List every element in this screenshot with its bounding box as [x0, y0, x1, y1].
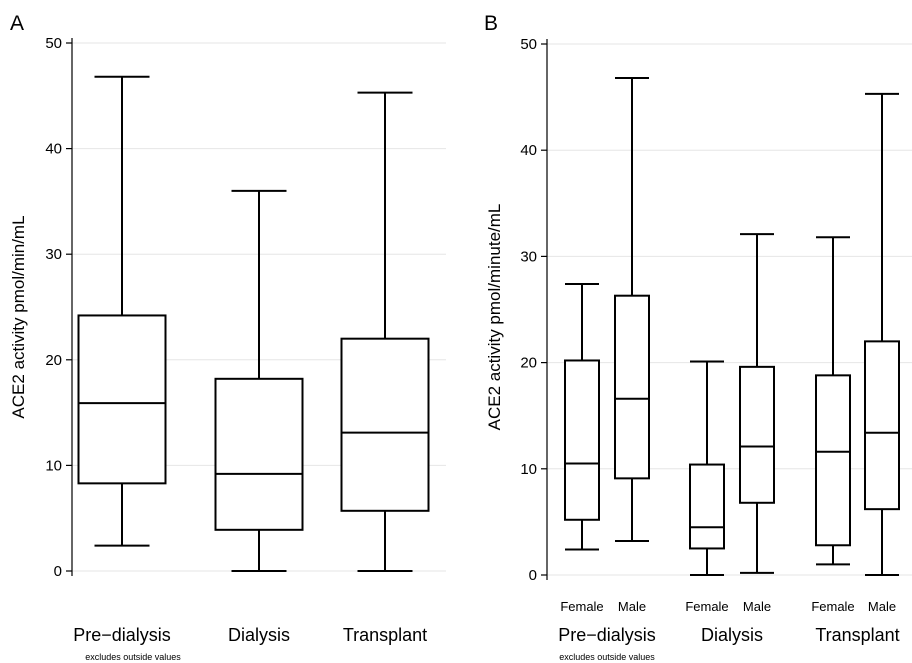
panel-a-y-tick-label: 40: [45, 141, 62, 158]
panel-b-y-tick-label: 20: [520, 355, 537, 372]
panel-b-sub-label: Female: [685, 599, 728, 614]
panel-a-y-tick-label: 30: [45, 246, 62, 263]
panel-b-sub-label: Female: [560, 599, 603, 614]
panel-b-note: excludes outside values: [559, 652, 655, 662]
panel-b-box-1-1: [739, 233, 775, 574]
panel-b-sub-label: Female: [811, 599, 854, 614]
panel-a-note: excludes outside values: [85, 652, 181, 662]
panel-b-box-2-0: [815, 236, 851, 566]
panel-b-group-label: Pre−dialysis: [558, 625, 656, 645]
iqr-box: [214, 377, 304, 531]
panel-b-y-tick-label: 40: [520, 142, 537, 159]
panel-a-group-label: Dialysis: [228, 625, 290, 645]
panel-b-y-tick-label: 30: [520, 248, 537, 265]
panel-b-y-tick-label: 0: [529, 567, 537, 584]
panel-b-label: B: [484, 12, 498, 35]
iqr-box: [614, 294, 650, 480]
panel-b-box-0-1: [614, 76, 650, 543]
panel-a-y-tick-label: 0: [54, 563, 62, 580]
panel-a-box-2-0: [340, 91, 430, 572]
iqr-box: [77, 314, 167, 485]
panel-a-y-tick-label: 10: [45, 457, 62, 474]
panel-b: B ACE2 activity pmol/minute/mL excludes …: [484, 12, 912, 662]
panel-b-box-2-1: [864, 92, 900, 576]
panel-a-y-axis-label: ACE2 activity pmol/min/mL: [9, 215, 28, 418]
iqr-box: [689, 463, 725, 550]
panel-b-box-1-0: [689, 360, 725, 576]
panel-b-sub-label: Male: [743, 599, 771, 614]
panel-a: A ACE2 activity pmol/min/mL excludes out…: [9, 12, 446, 662]
iqr-box: [739, 365, 775, 504]
panel-a-group-label: Transplant: [343, 625, 427, 645]
panel-a-label: A: [10, 12, 24, 35]
panel-b-sub-label: Male: [868, 599, 896, 614]
panel-a-group-label: Pre−dialysis: [73, 625, 171, 645]
panel-a-y-tick-label: 20: [45, 352, 62, 369]
iqr-box: [340, 337, 430, 512]
panel-b-y-tick-label: 10: [520, 461, 537, 478]
panel-a-box-1-0: [214, 189, 304, 572]
panel-b-y-axis-label: ACE2 activity pmol/minute/mL: [485, 204, 504, 431]
panel-a-box-0-0: [77, 75, 167, 547]
iqr-box: [864, 340, 900, 511]
iqr-box: [815, 374, 851, 547]
panel-b-group-label: Dialysis: [701, 625, 763, 645]
panel-b-group-label: Transplant: [815, 625, 899, 645]
panel-b-box-0-0: [564, 283, 600, 551]
panel-b-sub-label: Male: [618, 599, 646, 614]
panel-b-y-tick-label: 50: [520, 36, 537, 53]
panel-a-y-tick-label: 50: [45, 35, 62, 52]
iqr-box: [564, 359, 600, 521]
